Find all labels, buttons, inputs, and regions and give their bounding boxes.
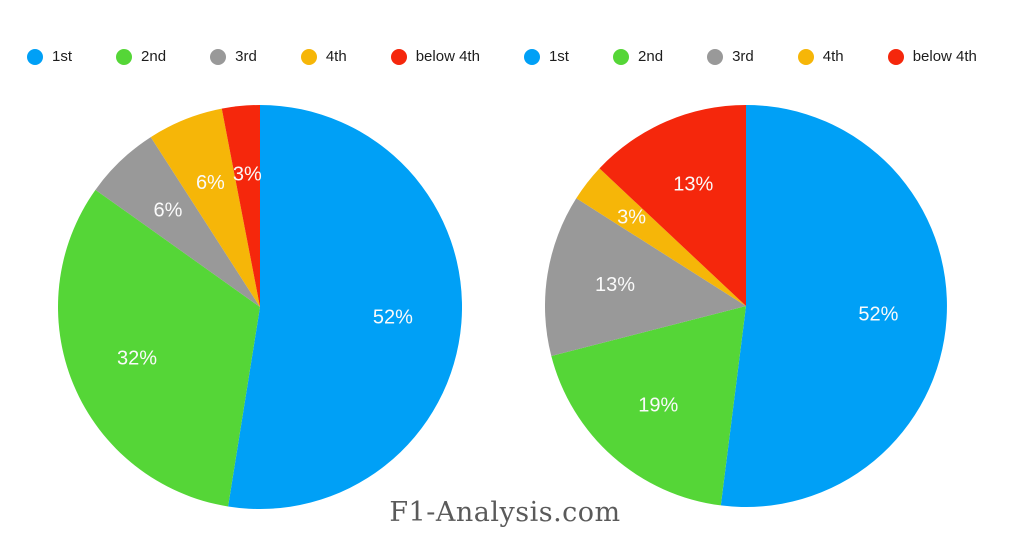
pie-slice-value-label: 52% (373, 307, 413, 329)
pie-slice-value-label: 13% (673, 173, 713, 195)
pie-slice-value-label: 52% (858, 303, 898, 325)
legend-dot-icon (27, 49, 43, 65)
pie-slice-value-label: 6% (154, 200, 183, 222)
pie-slice-value-label: 19% (638, 395, 678, 417)
legend-item-label: below 4th (912, 48, 977, 65)
watermark-text: F1-Analysis.com (389, 497, 621, 528)
pie-slice-2nd (551, 306, 746, 506)
legend-item-4th: 4th (300, 48, 347, 66)
legend-dot-icon (887, 49, 904, 65)
legend-dot-icon (210, 49, 227, 65)
legend-item-1st: 1st (27, 48, 72, 66)
pie-slice-value-label: 32% (117, 348, 157, 370)
legend-item-label: 3rd (235, 48, 257, 65)
pie-slice-1st (228, 105, 462, 509)
legend-item-3rd: 3rd (707, 48, 754, 66)
legend-item-2nd: 2nd (613, 48, 663, 66)
legend-dot-icon (300, 49, 317, 65)
pie-slice-2nd (58, 189, 260, 507)
pie-slice-1st (720, 105, 947, 507)
legend-dot-icon (613, 49, 630, 65)
legend-item-below-4th: below 4th (390, 48, 480, 66)
pie-slice-3rd (545, 198, 746, 356)
legend-item-label: 1st (548, 48, 569, 65)
legend-item-label: below 4th (415, 48, 480, 65)
legend-dot-icon (707, 49, 724, 65)
pie-slice-3rd (95, 137, 261, 307)
pie-slice-4th (150, 108, 260, 308)
legend-item-1st: 1st (523, 48, 569, 66)
right-pie-chart: 52% 19% 13% 3% 13% (545, 105, 947, 507)
legend-item-label: 1st (52, 48, 73, 65)
pie-slice-value-label: 13% (595, 274, 635, 296)
legend: 1st 2nd 3rd 4th below 4th 1st 2nd 3rd 4th below 4… (27, 48, 977, 66)
legend-dot-icon (523, 49, 540, 65)
legend-item-below-4th: below 4th (887, 48, 977, 66)
legend-item-label: 4th (822, 48, 844, 65)
legend-item-2nd: 2nd (116, 48, 166, 66)
legend-item-label: 4th (325, 48, 347, 65)
pie-slice-value-label: 6% (196, 172, 225, 194)
legend-dot-icon (116, 49, 133, 65)
legend-item-3rd: 3rd (210, 48, 257, 66)
legend-item-label: 3rd (732, 48, 754, 65)
pie-slice-value-label: 3% (233, 163, 262, 185)
legend-item-4th: 4th (797, 48, 844, 66)
legend-item-label: 2nd (638, 48, 664, 65)
pie-slice-value-label: 3% (617, 206, 646, 228)
pie-slice-below-4th (221, 105, 260, 307)
pie-slice-below-4th (599, 105, 746, 306)
pie-slice-4th (576, 168, 746, 306)
legend-dot-icon (797, 49, 814, 65)
legend-item-label: 2nd (141, 48, 167, 65)
left-pie-chart: 52% 32% 6% 6% 3% (58, 105, 462, 509)
legend-dot-icon (390, 49, 407, 65)
